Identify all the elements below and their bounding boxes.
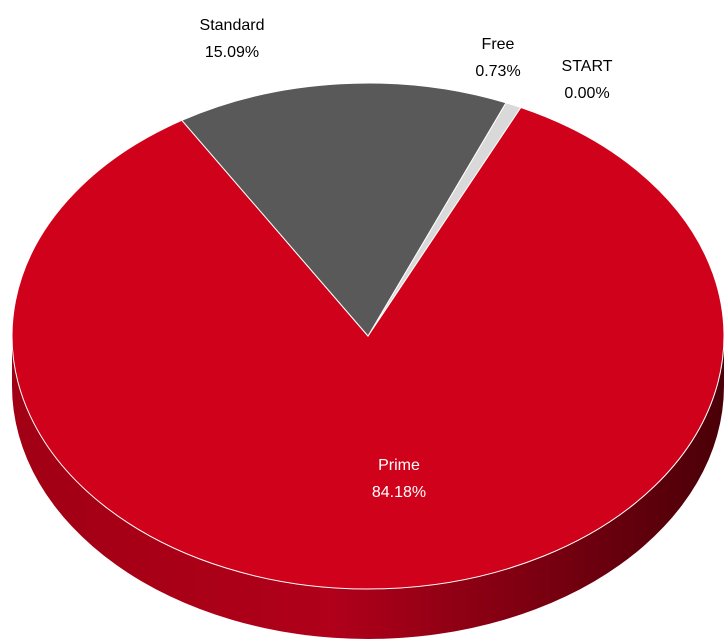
pie-label-name-standard: Standard [200,17,265,34]
pie-label-value-free: 0.73% [475,63,520,80]
pie-slice-standard [181,82,507,337]
pie-label-layer: Free 0.73% START 0.00% Prime 84.18% Standard 15… [200,17,613,501]
pie-label-value-prime: 84.18% [372,484,426,501]
pie-slice-prime [11,106,724,590]
pie-label-name-start: START [562,58,613,75]
pie-label-value-start: 0.00% [564,85,609,102]
pie-slice-layer [11,82,724,590]
pie-label-name-prime: Prime [378,457,420,474]
pie-label-name-free: Free [482,36,515,53]
pie-side-layer [12,336,724,639]
pie-label-value-standard: 15.09% [205,44,259,61]
pie-side-wall [12,336,724,639]
